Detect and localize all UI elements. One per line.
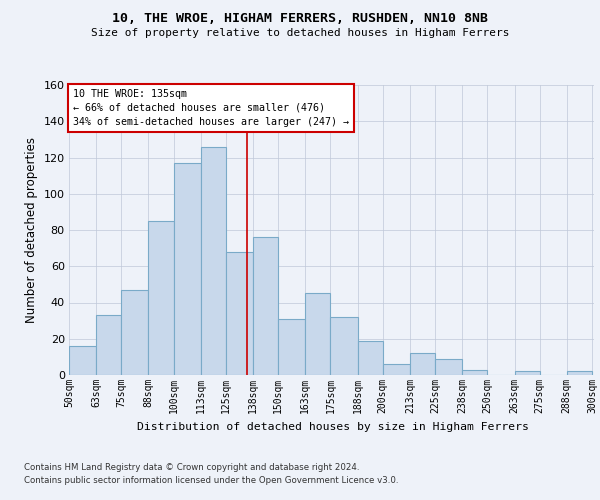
Bar bbox=[567, 372, 592, 375]
Bar bbox=[331, 317, 358, 375]
Bar bbox=[173, 163, 201, 375]
Text: Contains HM Land Registry data © Crown copyright and database right 2024.: Contains HM Land Registry data © Crown c… bbox=[24, 464, 359, 472]
Bar bbox=[305, 294, 331, 375]
Y-axis label: Number of detached properties: Number of detached properties bbox=[25, 137, 38, 323]
Text: Size of property relative to detached houses in Higham Ferrers: Size of property relative to detached ho… bbox=[91, 28, 509, 38]
Bar bbox=[410, 353, 435, 375]
Bar bbox=[226, 252, 253, 375]
Bar bbox=[121, 290, 148, 375]
Text: Distribution of detached houses by size in Higham Ferrers: Distribution of detached houses by size … bbox=[137, 422, 529, 432]
Bar bbox=[278, 319, 305, 375]
Bar bbox=[462, 370, 487, 375]
Bar bbox=[148, 221, 173, 375]
Bar bbox=[69, 346, 96, 375]
Text: 10 THE WROE: 135sqm
← 66% of detached houses are smaller (476)
34% of semi-detac: 10 THE WROE: 135sqm ← 66% of detached ho… bbox=[73, 88, 349, 126]
Text: 10, THE WROE, HIGHAM FERRERS, RUSHDEN, NN10 8NB: 10, THE WROE, HIGHAM FERRERS, RUSHDEN, N… bbox=[112, 12, 488, 26]
Bar bbox=[383, 364, 410, 375]
Bar bbox=[96, 315, 121, 375]
Bar bbox=[358, 340, 383, 375]
Text: Contains public sector information licensed under the Open Government Licence v3: Contains public sector information licen… bbox=[24, 476, 398, 485]
Bar bbox=[253, 238, 278, 375]
Bar bbox=[201, 146, 226, 375]
Bar bbox=[515, 372, 539, 375]
Bar bbox=[435, 358, 462, 375]
